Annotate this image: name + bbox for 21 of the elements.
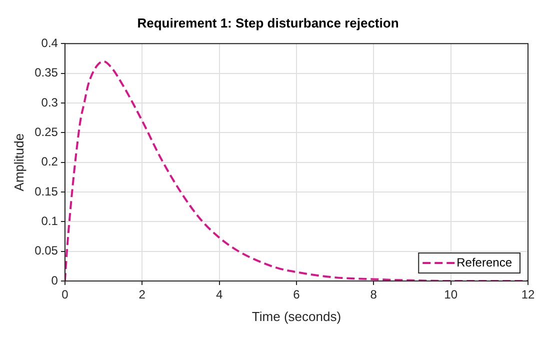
y-tick-label: 0.35: [34, 66, 58, 80]
x-tick-label: 0: [62, 288, 69, 302]
x-tick-label: 6: [293, 288, 300, 302]
x-tick-label: 2: [138, 288, 146, 302]
legend-label: Reference: [456, 255, 512, 270]
x-tick-label: 4: [216, 288, 223, 302]
y-tick-label: 0.1: [41, 214, 58, 228]
x-axis-title: Time (seconds): [252, 308, 342, 324]
x-tick-label: 8: [370, 288, 378, 302]
chart-title: Requirement 1: Step disturbance rejection: [137, 15, 399, 30]
y-tick-label: 0.2: [41, 154, 58, 169]
y-tick-label: 0.15: [34, 184, 58, 198]
line-series: [64, 60, 528, 281]
x-tick-label: 10: [444, 288, 458, 302]
x-tick-label: 12: [521, 288, 535, 302]
y-tick-label: 0: [51, 273, 58, 288]
y-axis-title: Amplitude: [11, 133, 26, 192]
y-tick-label: 0.3: [41, 95, 58, 110]
y-tick-label: 0.05: [34, 244, 58, 258]
y-tick-label: 0.4: [41, 36, 58, 50]
y-tick-label: 0.25: [34, 124, 58, 139]
